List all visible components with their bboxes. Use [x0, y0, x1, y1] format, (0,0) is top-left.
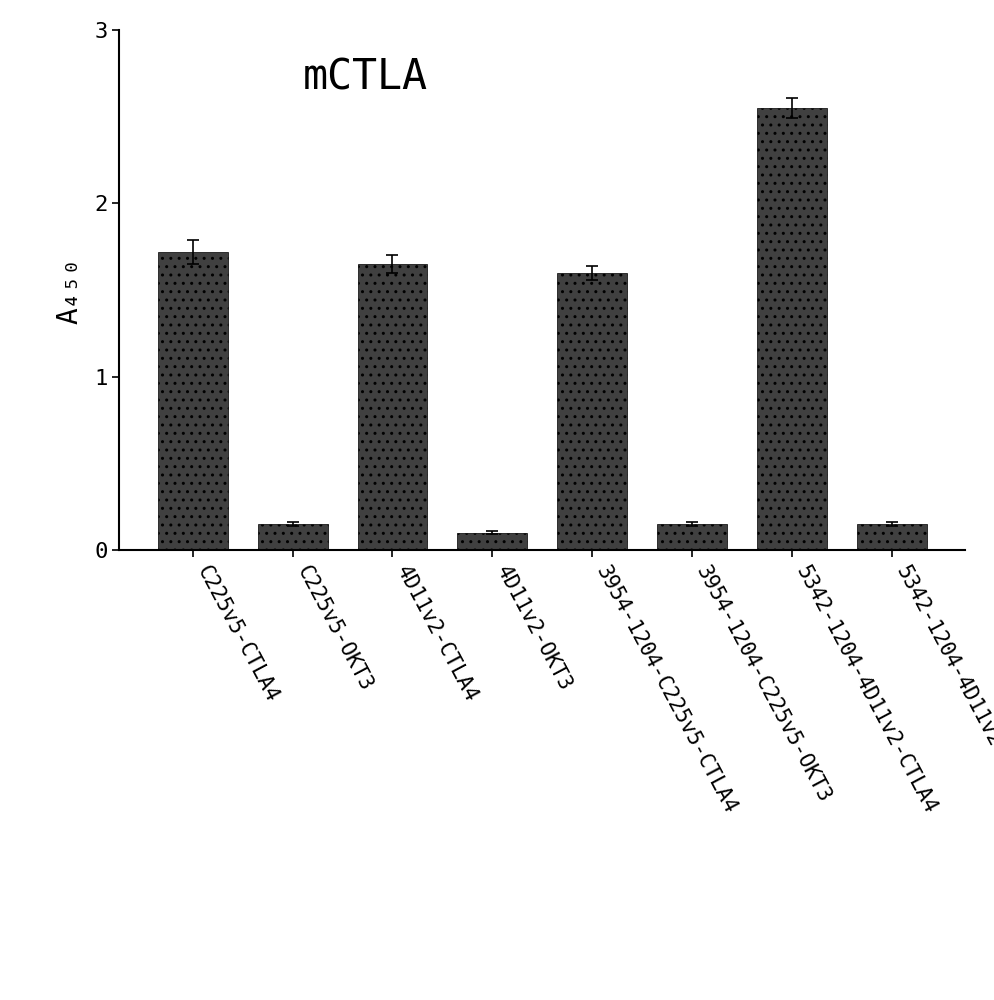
Bar — [656, 524, 727, 550]
Bar — [158, 252, 228, 550]
Bar — [756, 108, 826, 550]
Bar — [457, 533, 527, 550]
Bar — [557, 273, 626, 550]
Bar — [357, 264, 427, 550]
Bar — [257, 524, 327, 550]
Bar — [856, 524, 925, 550]
Text: mCTLA: mCTLA — [302, 56, 427, 98]
Y-axis label: A₄₅₀: A₄₅₀ — [55, 256, 83, 324]
